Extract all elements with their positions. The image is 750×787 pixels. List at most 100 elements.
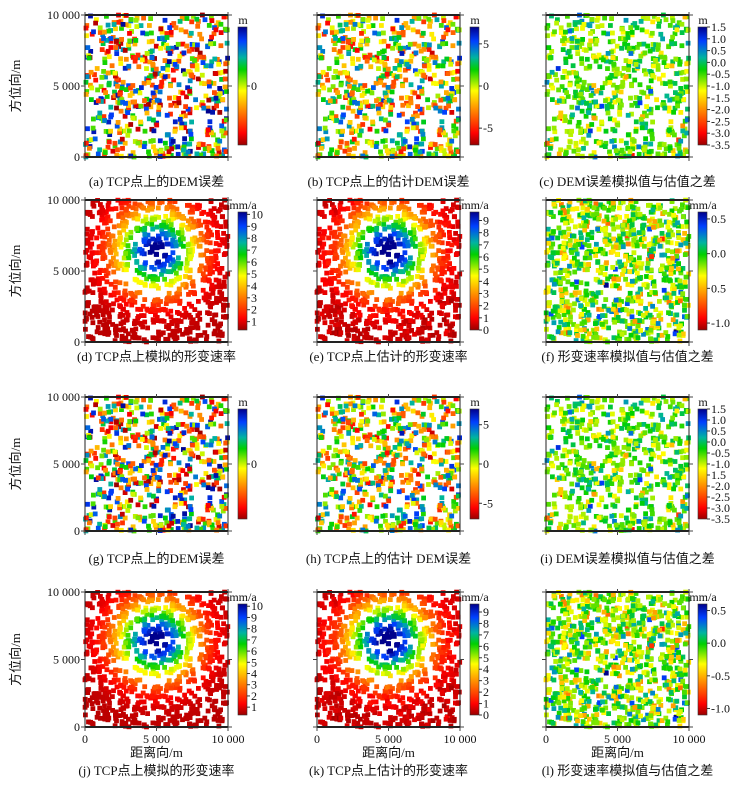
data-point xyxy=(359,38,365,44)
data-point xyxy=(603,98,608,103)
data-point xyxy=(369,290,375,295)
data-point xyxy=(126,255,132,261)
data-point xyxy=(127,38,133,44)
data-point xyxy=(126,213,132,219)
data-point xyxy=(144,110,150,116)
data-point xyxy=(178,408,184,414)
data-point xyxy=(377,207,383,213)
data-point xyxy=(397,67,402,73)
data-point xyxy=(333,253,339,259)
data-point xyxy=(558,110,564,116)
data-point xyxy=(679,284,684,290)
data-point xyxy=(94,308,99,314)
data-point xyxy=(98,299,104,304)
data-point xyxy=(573,243,578,248)
data-point xyxy=(181,110,186,116)
data-point xyxy=(334,220,339,226)
panel-caption: (e) TCP点上估计的形变速率 xyxy=(309,349,467,364)
colorbar-unit: mm/a xyxy=(461,198,489,212)
data-point xyxy=(214,248,219,254)
data-point xyxy=(452,152,457,158)
data-point xyxy=(396,42,402,48)
data-point xyxy=(381,244,387,250)
data-point xyxy=(119,97,125,102)
data-point xyxy=(175,41,181,47)
data-point xyxy=(554,20,559,26)
data-point xyxy=(614,150,620,156)
data-point xyxy=(376,66,381,71)
data-point xyxy=(333,322,338,328)
data-point xyxy=(117,139,123,145)
data-point xyxy=(585,232,591,237)
data-point xyxy=(151,117,156,123)
data-point xyxy=(633,128,639,134)
data-point xyxy=(617,338,622,344)
data-point xyxy=(348,212,354,218)
data-point xyxy=(682,307,687,313)
data-point xyxy=(643,113,649,119)
data-point xyxy=(413,144,419,150)
data-point xyxy=(595,260,601,265)
data-point xyxy=(657,205,663,211)
data-point xyxy=(189,303,194,309)
data-point xyxy=(332,248,338,254)
data-point xyxy=(336,306,342,311)
data-point xyxy=(414,136,419,142)
data-point xyxy=(608,23,613,28)
data-point xyxy=(139,85,144,90)
data-point xyxy=(177,328,182,333)
data-point xyxy=(637,58,643,64)
data-point xyxy=(675,300,680,305)
data-point xyxy=(323,129,329,135)
data-point xyxy=(408,255,413,261)
data-point xyxy=(91,116,96,122)
data-point xyxy=(356,310,362,315)
data-point xyxy=(678,270,684,276)
data-point xyxy=(161,422,166,427)
data-point xyxy=(589,17,595,22)
data-point xyxy=(559,84,565,89)
data-point xyxy=(394,17,400,23)
data-point xyxy=(615,97,621,103)
data-point xyxy=(668,83,673,89)
data-point xyxy=(383,319,388,325)
data-point xyxy=(102,325,108,331)
data-point xyxy=(402,257,408,263)
data-point xyxy=(670,282,676,288)
data-point xyxy=(325,260,331,266)
data-point xyxy=(366,260,372,265)
data-point xyxy=(350,244,356,250)
data-point xyxy=(670,96,675,102)
data-point xyxy=(144,445,149,450)
data-point xyxy=(659,252,665,258)
data-point xyxy=(555,329,561,335)
data-point xyxy=(382,280,388,286)
data-point xyxy=(646,203,651,208)
data-point xyxy=(187,275,193,280)
data-point xyxy=(421,136,426,142)
data-point xyxy=(224,302,230,308)
data-point xyxy=(627,326,633,331)
data-point xyxy=(364,99,369,105)
data-point xyxy=(681,69,687,75)
data-point xyxy=(106,495,112,501)
data-point xyxy=(110,233,116,239)
data-point xyxy=(100,229,106,235)
data-point xyxy=(382,90,388,96)
data-point xyxy=(358,103,364,108)
data-point xyxy=(190,241,196,247)
data-point xyxy=(118,244,124,250)
data-point xyxy=(404,119,410,125)
data-point xyxy=(678,138,684,144)
data-point xyxy=(628,51,634,56)
data-point xyxy=(153,251,159,257)
data-point xyxy=(433,54,438,60)
data-point xyxy=(613,283,619,289)
data-point xyxy=(579,312,585,317)
data-point xyxy=(651,241,657,247)
data-point xyxy=(600,322,605,327)
data-point xyxy=(617,233,622,239)
data-point xyxy=(613,244,619,250)
data-point xyxy=(590,302,596,308)
data-point xyxy=(382,276,388,282)
